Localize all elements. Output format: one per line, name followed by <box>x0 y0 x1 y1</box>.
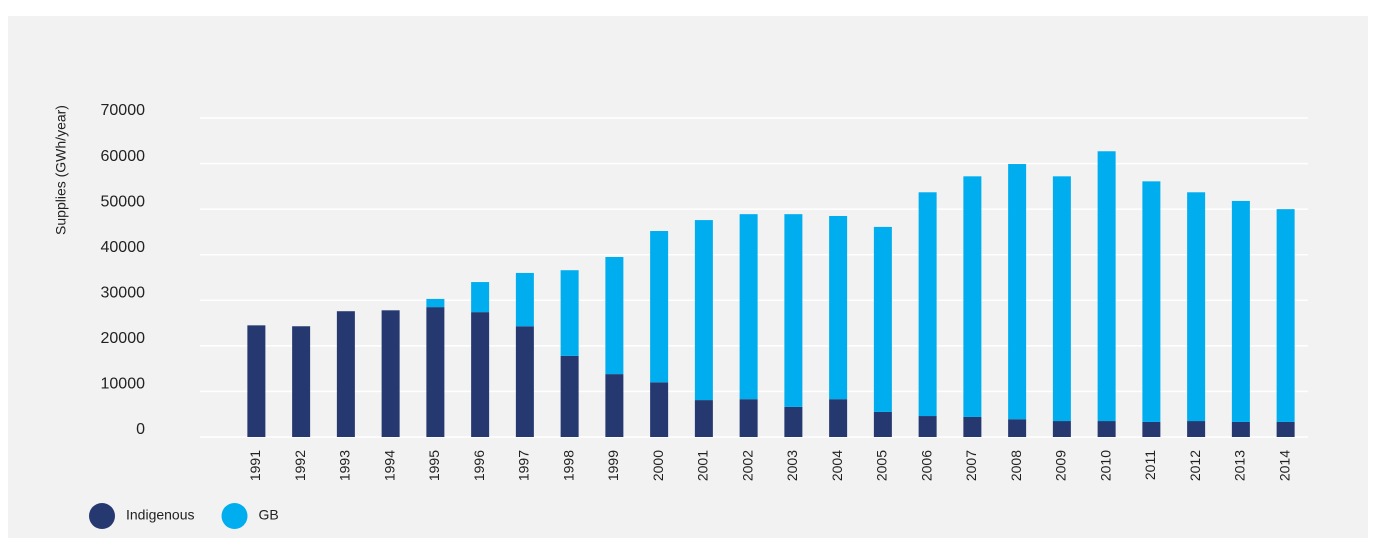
bar-segment <box>1187 192 1206 422</box>
y-tick-label: 20000 <box>101 330 146 347</box>
x-tick-label: 1993 <box>337 450 353 481</box>
legend-swatch <box>89 503 115 529</box>
x-tick-label: 2000 <box>650 450 666 481</box>
bar-segment <box>650 231 669 383</box>
x-tick-label: 1999 <box>605 450 621 481</box>
x-tick-label: 2004 <box>829 450 845 481</box>
bar-segment <box>1008 419 1027 437</box>
bar-segment <box>515 326 534 437</box>
x-tick-label: 2006 <box>918 450 934 481</box>
bar-segment <box>1142 421 1161 437</box>
bar-segment <box>784 406 803 437</box>
panel <box>8 16 1368 538</box>
x-tick-label: 2013 <box>1232 450 1248 481</box>
legend-swatch <box>221 503 248 529</box>
bar-segment <box>694 220 713 401</box>
legend-label: Indigenous <box>126 507 195 523</box>
x-tick-label: 1992 <box>292 450 308 481</box>
bar-segment <box>1276 421 1295 437</box>
bar-segment <box>739 214 758 400</box>
bar-segment <box>1187 421 1206 437</box>
bar-segment <box>1097 421 1116 437</box>
bar-segment <box>873 411 892 437</box>
x-tick-label: 2010 <box>1097 450 1113 481</box>
bar-segment <box>426 307 445 437</box>
bar-segment <box>739 399 758 437</box>
bar-segment <box>1008 164 1027 420</box>
y-tick-label: 70000 <box>101 102 146 119</box>
y-tick-label: 50000 <box>101 193 146 210</box>
bar-segment <box>515 272 534 327</box>
x-tick-label: 2009 <box>1053 450 1069 481</box>
bar-segment <box>873 226 892 412</box>
bar-segment <box>292 326 311 437</box>
x-tick-label: 2002 <box>739 450 755 481</box>
x-tick-label: 1991 <box>247 450 263 481</box>
x-tick-label: 1994 <box>381 450 397 481</box>
x-tick-label: 1995 <box>426 450 442 481</box>
x-tick-label: 1997 <box>516 450 532 481</box>
x-tick-label: 2007 <box>963 450 979 481</box>
bar-segment <box>426 298 445 308</box>
bar-segment <box>247 325 266 437</box>
bar-segment <box>694 400 713 437</box>
bar-segment <box>1276 209 1295 422</box>
bar-segment <box>336 311 355 437</box>
x-tick-label: 2001 <box>695 450 711 481</box>
bar-segment <box>1097 151 1116 422</box>
bar-segment <box>381 310 400 437</box>
bar-segment <box>963 176 982 417</box>
bar-segment <box>1052 421 1071 437</box>
x-tick-label: 2011 <box>1142 450 1158 480</box>
bar-segment <box>471 312 490 437</box>
bar-segment <box>1231 200 1250 422</box>
bar-segment <box>784 214 803 407</box>
bar-segment <box>1052 176 1071 422</box>
bar-segment <box>829 215 848 400</box>
bar-segment <box>605 374 624 437</box>
bar-segment <box>605 256 624 375</box>
y-tick-label: 0 <box>136 421 145 438</box>
y-axis-title: Supplies (GWh/year) <box>53 105 69 235</box>
y-tick-label: 40000 <box>101 239 146 256</box>
bar-segment <box>560 270 579 356</box>
y-tick-label: 30000 <box>101 285 146 302</box>
x-tick-label: 2005 <box>874 450 890 481</box>
bar-segment <box>560 355 579 437</box>
y-tick-label: 10000 <box>101 376 146 393</box>
bar-segment <box>963 416 982 437</box>
bar-segment <box>829 399 848 437</box>
legend-label: GB <box>259 507 279 523</box>
bar-segment <box>918 416 937 437</box>
x-tick-label: 2012 <box>1187 450 1203 481</box>
bar-segment <box>918 192 937 417</box>
bar-segment <box>1231 421 1250 437</box>
bar-segment <box>650 382 669 437</box>
bar-segment <box>1142 181 1161 422</box>
x-tick-label: 1998 <box>560 450 576 481</box>
x-tick-label: 2003 <box>784 450 800 481</box>
y-tick-label: 60000 <box>101 148 146 165</box>
x-tick-label: 2008 <box>1008 450 1024 481</box>
x-tick-label: 2014 <box>1276 450 1292 481</box>
x-tick-label: 1996 <box>471 450 487 481</box>
bar-segment <box>471 282 490 313</box>
